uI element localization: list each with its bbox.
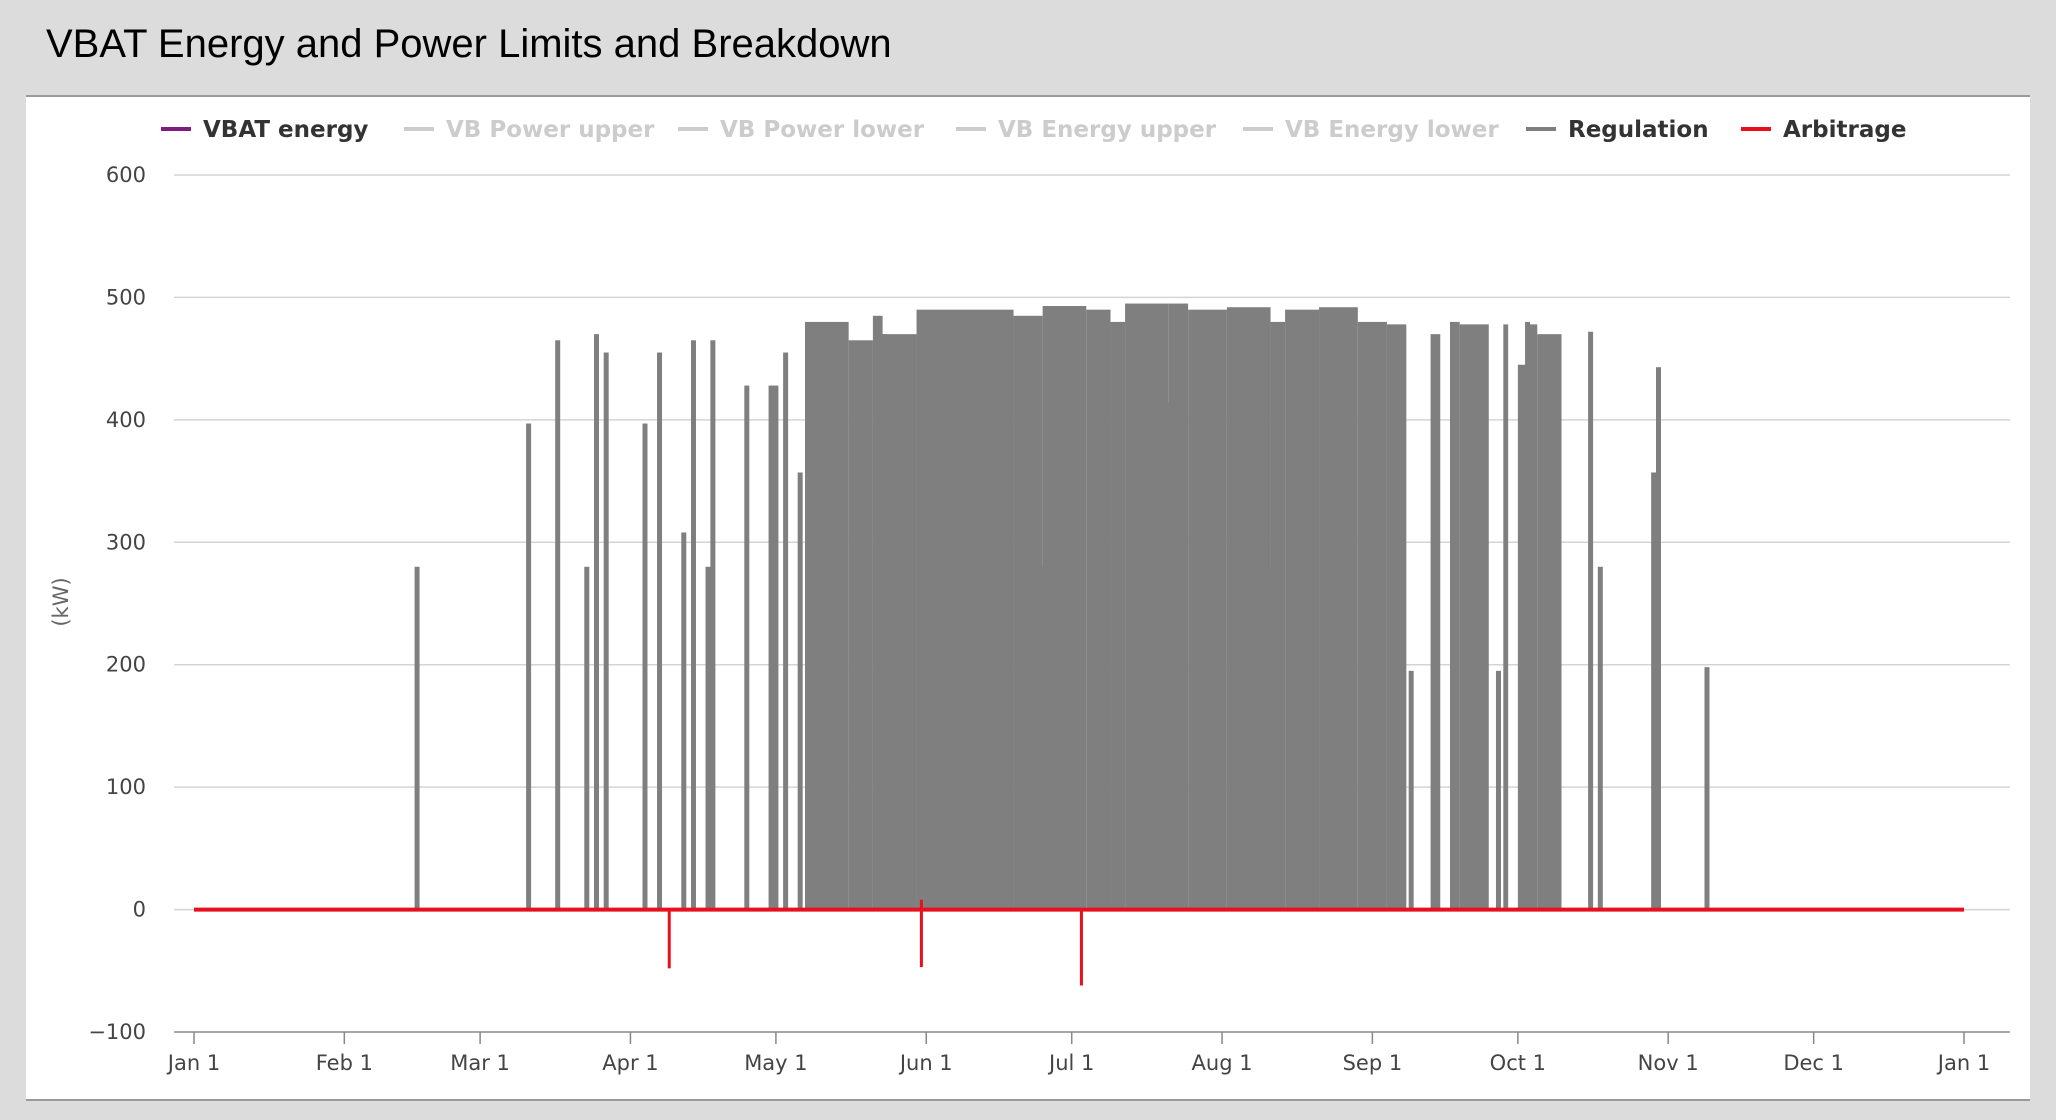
- regulation-spike: [1495, 670, 1501, 910]
- regulation-spike: [526, 423, 532, 910]
- x-tick-label: May 1: [744, 1051, 807, 1075]
- regulation-spike: [710, 340, 716, 910]
- x-tick-label: Nov 1: [1638, 1051, 1699, 1075]
- regulation-band: [950, 309, 1014, 910]
- y-tick-label: 200: [106, 653, 146, 677]
- regulation-spike: [657, 352, 663, 910]
- regulation-spike: [797, 472, 803, 910]
- regulation-spike: [1243, 569, 1249, 910]
- regulation-spike: [899, 569, 905, 910]
- regulation-band: [1517, 364, 1528, 910]
- legend-label: VB Power upper: [446, 117, 655, 143]
- regulation-band: [1386, 324, 1407, 910]
- regulation-spike: [1161, 673, 1167, 910]
- regulation-spike: [1704, 667, 1710, 910]
- regulation-spike: [1525, 321, 1531, 910]
- regulation-band: [1042, 305, 1087, 910]
- regulation-band: [1086, 309, 1111, 910]
- regulation-band: [1319, 307, 1358, 910]
- regulation-band: [1285, 309, 1320, 910]
- regulation-spike: [1180, 425, 1186, 910]
- regulation-spike: [555, 340, 561, 910]
- regulation-band: [916, 309, 951, 910]
- legend: VBAT energy VB Power upper VB Power lower V…: [161, 117, 1906, 143]
- regulation-band: [1537, 334, 1562, 910]
- legend-item[interactable]: VB Power lower: [678, 117, 925, 143]
- regulation-band: [1430, 334, 1441, 910]
- regulation-spike: [768, 385, 774, 910]
- x-tick-label: Mar 1: [450, 1051, 510, 1075]
- regulation-spike: [1408, 670, 1414, 910]
- chart-panel: −100 0 100 200 300 400 500 600 Jan 1 Feb 1 Mar 1 Ap…: [26, 95, 2030, 1101]
- y-tick-label: 100: [106, 775, 146, 799]
- regulation-spike: [584, 566, 590, 910]
- legend-label: VB Power lower: [720, 117, 925, 143]
- x-tick-label: Dec 1: [1783, 1051, 1844, 1075]
- regulation-band: [1459, 324, 1489, 910]
- regulation-band: [848, 340, 873, 910]
- legend-item[interactable]: VB Energy upper: [956, 117, 1217, 143]
- regulation-series: [414, 303, 1710, 910]
- regulation-spike: [947, 422, 953, 910]
- x-tick-label: Oct 1: [1490, 1051, 1546, 1075]
- regulation-spike: [773, 385, 779, 910]
- x-tick-label: Aug 1: [1192, 1051, 1253, 1075]
- page-title: VBAT Energy and Power Limits and Breakdo…: [46, 22, 892, 66]
- regulation-spike: [1651, 472, 1657, 910]
- regulation-band: [1449, 321, 1460, 910]
- regulation-band: [1110, 321, 1126, 910]
- y-axis-label: (kW): [49, 577, 73, 626]
- regulation-spike: [642, 423, 648, 910]
- y-tick-label: 300: [106, 530, 146, 554]
- regulation-band: [1188, 309, 1227, 910]
- x-tick-label: Jan 1: [1936, 1051, 1990, 1075]
- legend-label: Arbitrage: [1783, 117, 1906, 143]
- legend-item[interactable]: VB Power upper: [404, 117, 655, 143]
- y-tick-label: 0: [133, 898, 146, 922]
- regulation-spike: [681, 532, 687, 910]
- x-tick-label: Sep 1: [1343, 1051, 1403, 1075]
- axes: −100 0 100 200 300 400 500 600 Jan 1 Feb 1 Mar 1 Ap…: [88, 163, 2010, 1075]
- arbitrage-series: [194, 899, 1964, 986]
- legend-label: VB Energy lower: [1285, 117, 1499, 143]
- regulation-spike: [603, 352, 609, 910]
- x-tick-label: Apr 1: [602, 1051, 658, 1075]
- x-tick-label: Jul 1: [1047, 1051, 1094, 1075]
- legend-label: VB Energy upper: [998, 117, 1217, 143]
- chart-svg: −100 0 100 200 300 400 500 600 Jan 1 Feb 1 Mar 1 Ap…: [49, 117, 2010, 1075]
- regulation-spike: [1040, 566, 1046, 910]
- y-tick-label: 400: [106, 408, 146, 432]
- regulation-spike: [1597, 566, 1603, 910]
- regulation-spike: [783, 352, 789, 910]
- legend-item[interactable]: Arbitrage: [1741, 117, 1906, 143]
- regulation-spike: [593, 334, 599, 910]
- regulation-band: [1527, 324, 1538, 910]
- legend-item[interactable]: VBAT energy: [161, 117, 368, 143]
- regulation-spike: [414, 566, 420, 910]
- x-tick-label: Feb 1: [316, 1051, 373, 1075]
- regulation-spike: [1015, 365, 1021, 910]
- legend-item[interactable]: Regulation: [1526, 117, 1709, 143]
- legend-label: Regulation: [1568, 117, 1709, 143]
- regulation-spike: [1655, 367, 1661, 910]
- regulation-spike: [1166, 402, 1172, 910]
- y-tick-label: 500: [106, 285, 146, 309]
- x-tick-label: Jan 1: [166, 1051, 220, 1075]
- regulation-spike: [705, 566, 711, 910]
- regulation-spike: [1340, 670, 1346, 910]
- regulation-band: [1270, 321, 1286, 910]
- y-tick-label: 600: [106, 163, 146, 187]
- regulation-band: [805, 321, 849, 910]
- y-tick-label: −100: [88, 1020, 146, 1044]
- legend-item[interactable]: VB Energy lower: [1243, 117, 1499, 143]
- regulation-band: [1357, 321, 1387, 910]
- regulation-spike: [1268, 569, 1274, 910]
- legend-label: VBAT energy: [203, 117, 368, 143]
- regulation-spike: [1588, 331, 1594, 910]
- regulation-band: [1503, 324, 1509, 910]
- x-tick-label: Jun 1: [898, 1051, 953, 1075]
- regulation-spike: [690, 340, 696, 910]
- regulation-spike: [744, 385, 750, 910]
